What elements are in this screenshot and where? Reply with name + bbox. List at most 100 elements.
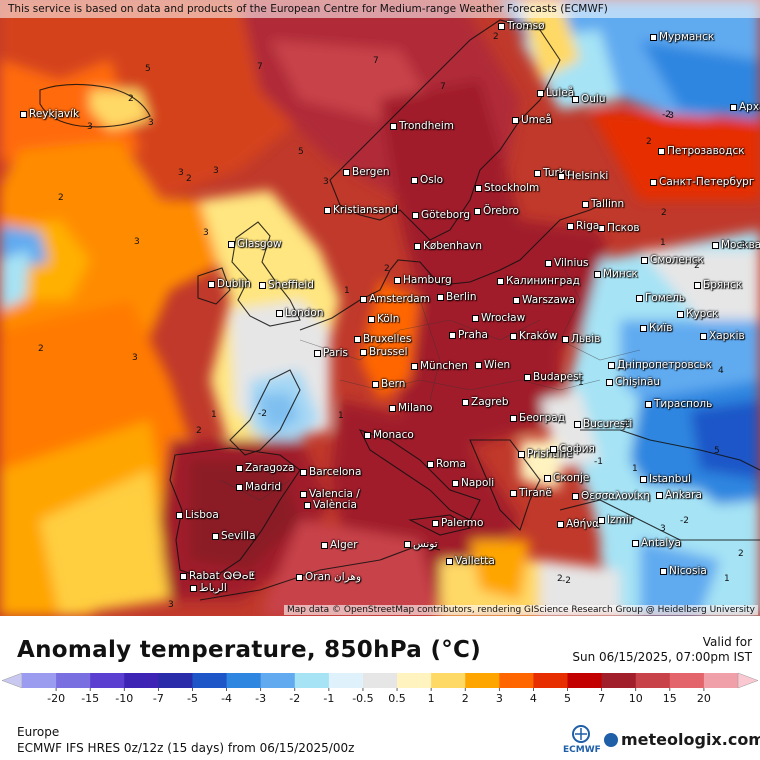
- city-marker-icon: [558, 172, 565, 180]
- city-label: Umeå: [512, 114, 552, 126]
- city-marker-icon: [360, 295, 367, 303]
- isoline-label: -3: [737, 240, 746, 250]
- isoline-label: 2: [646, 137, 652, 147]
- city-label: Дніпропетровськ: [608, 359, 712, 371]
- city-marker-icon: [368, 315, 375, 323]
- legend-panel: Anomaly temperature, 850hPa (°C) Valid f…: [0, 616, 760, 760]
- city-label: Sheffield: [259, 279, 314, 291]
- city-label: Калининград: [497, 275, 580, 287]
- city-label: Скопје: [544, 472, 589, 484]
- city-marker-icon: [321, 541, 328, 549]
- city-label: Palermo: [432, 517, 483, 529]
- city-marker-icon: [567, 222, 574, 230]
- city-label: Izmir: [598, 514, 633, 526]
- isoline-label: 3: [134, 237, 140, 247]
- isoline-label: 1: [724, 574, 730, 584]
- city-label: Luleå: [537, 87, 574, 99]
- city-marker-icon: [212, 532, 219, 540]
- isoline-label: 7: [440, 82, 446, 92]
- city-label: München: [411, 360, 468, 372]
- city-marker-icon: [524, 373, 531, 381]
- isoline-label: -2: [662, 110, 671, 120]
- city-marker-icon: [208, 280, 215, 288]
- isoline-label: 2: [493, 32, 499, 42]
- city-marker-icon: [730, 103, 737, 111]
- city-marker-icon: [411, 362, 418, 370]
- isoline-label: 5: [714, 446, 720, 456]
- city-label: Praha: [449, 329, 488, 341]
- colorbar-tick-label: -5: [187, 692, 198, 705]
- city-marker-icon: [656, 491, 663, 499]
- city-label: Архан: [730, 101, 760, 113]
- colorbar-swatch: [669, 673, 705, 688]
- city-marker-icon: [640, 475, 647, 483]
- city-marker-icon: [510, 332, 517, 340]
- brand-logo[interactable]: meteologix.com: [604, 730, 760, 749]
- city-label: Гомель: [636, 292, 685, 304]
- isoline-label: 2: [384, 264, 390, 274]
- city-label: Смоленск: [641, 254, 704, 266]
- colorbar-tick-label: -3: [255, 692, 266, 705]
- city-marker-icon: [594, 270, 601, 278]
- city-marker-icon: [475, 184, 482, 192]
- city-marker-icon: [598, 224, 605, 232]
- city-label: Київ: [640, 322, 672, 334]
- colorbar-swatch: [22, 673, 57, 688]
- isoline-label: 2: [196, 426, 202, 436]
- ecmwf-logo-icon: [572, 725, 590, 743]
- map-attribution[interactable]: Map data © OpenStreetMap contributors, r…: [284, 605, 758, 615]
- city-label: València: [304, 499, 357, 511]
- colorbar-swatch: [703, 673, 739, 688]
- city-label: Lisboa: [176, 509, 219, 521]
- isoline-label: 3: [213, 166, 219, 176]
- city-label: Tiranë: [510, 487, 552, 499]
- city-marker-icon: [608, 361, 615, 369]
- city-marker-icon: [394, 276, 401, 284]
- city-marker-icon: [694, 281, 701, 289]
- colorbar-swatch: [431, 673, 466, 688]
- city-label: Barcelona: [300, 466, 361, 478]
- colorbar-tick-label: -20: [47, 692, 65, 705]
- isoline-label: 3: [660, 524, 666, 534]
- city-marker-icon: [475, 361, 482, 369]
- isoline-label: 7: [257, 62, 263, 72]
- colorbar-swatch: [192, 673, 228, 688]
- city-marker-icon: [650, 178, 657, 186]
- city-marker-icon: [640, 324, 647, 332]
- city-label: Hamburg: [394, 274, 452, 286]
- isoline-label: 5: [145, 64, 151, 74]
- city-marker-icon: [636, 294, 643, 302]
- city-label: Milano: [389, 402, 432, 414]
- city-marker-icon: [606, 378, 613, 386]
- meteologix-icon: [604, 733, 618, 747]
- city-label: Vilnius: [545, 257, 588, 269]
- city-marker-icon: [236, 464, 243, 472]
- city-label: Мурманск: [650, 31, 714, 43]
- city-label: Napoli: [452, 477, 494, 489]
- colorbar-tick-label: -10: [115, 692, 133, 705]
- city-label: Брянск: [694, 279, 742, 291]
- isoline-label: 5: [298, 147, 304, 157]
- colorbar-swatch: [499, 673, 534, 688]
- city-marker-icon: [712, 241, 719, 249]
- colorbar-tick-label: 20: [697, 692, 711, 705]
- city-label: Örebro: [474, 205, 519, 217]
- city-label: Санкт-Петербург: [650, 176, 754, 188]
- colorbar-over-arrow: [737, 672, 759, 689]
- city-label: Roma: [427, 458, 466, 470]
- model-run-label: ECMWF IFS HRES 0z/12z (15 days) from 06/…: [17, 741, 355, 755]
- colorbar-swatch: [601, 673, 637, 688]
- city-label: Αθήνα: [557, 518, 599, 530]
- city-marker-icon: [498, 22, 505, 30]
- city-marker-icon: [324, 206, 331, 214]
- city-marker-icon: [510, 414, 517, 422]
- city-label: الرباط: [190, 582, 227, 594]
- ecmwf-notice: This service is based on data and produc…: [0, 0, 760, 18]
- colorbar-swatch: [328, 673, 364, 688]
- colorbar-swatch: [533, 673, 569, 688]
- isoline-label: 3: [132, 353, 138, 363]
- colorbar-tick-label: 4: [530, 692, 537, 705]
- colorbar-swatch: [260, 673, 296, 688]
- city-label: Paris: [314, 347, 348, 359]
